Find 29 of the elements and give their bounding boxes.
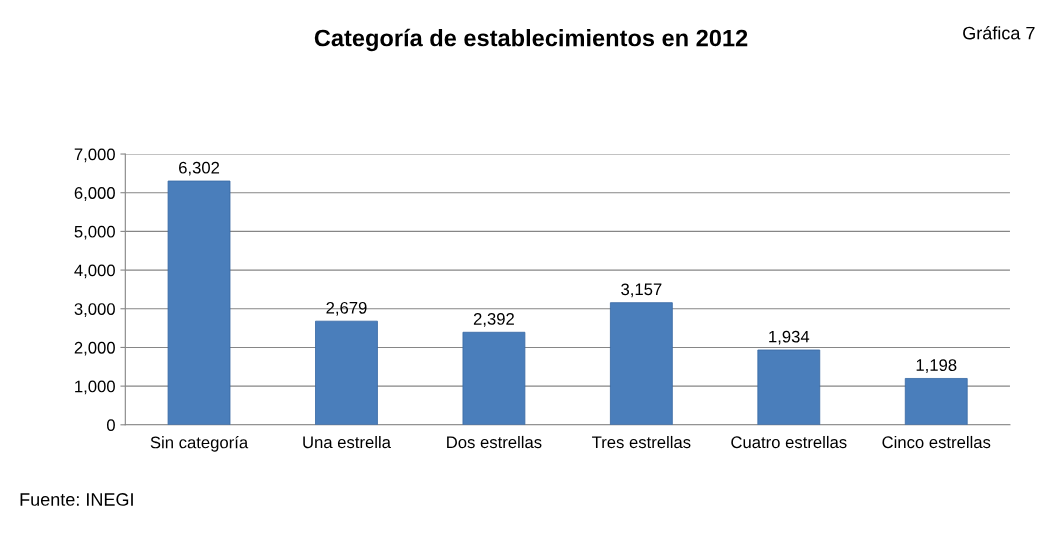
x-tick-label: Cuatro estrellas bbox=[731, 435, 847, 449]
chart-title: Categoría de establecimientos en 2012 bbox=[314, 28, 748, 52]
y-tick-label: 3,000 bbox=[74, 303, 115, 317]
x-tick-label: Tres estrellas bbox=[592, 435, 691, 449]
y-tick-label: 0 bbox=[106, 419, 115, 431]
data-label: 1,934 bbox=[769, 330, 810, 345]
source-note: Fuente: INEGI bbox=[20, 493, 133, 506]
x-tick-label: Sin categoría bbox=[150, 435, 249, 452]
x-tick-label: Cinco estrellas bbox=[882, 435, 991, 449]
data-label: 1,198 bbox=[916, 359, 957, 373]
bar bbox=[167, 180, 231, 425]
y-tick-label: 1,000 bbox=[75, 380, 115, 395]
data-label: 2,679 bbox=[326, 301, 367, 316]
y-tick-label: 2,000 bbox=[74, 341, 115, 356]
data-label: 6,302 bbox=[179, 161, 220, 176]
bar bbox=[757, 349, 821, 425]
data-label: 3,157 bbox=[621, 283, 662, 298]
y-tick-label: 6,000 bbox=[74, 187, 115, 201]
data-label: 2,392 bbox=[473, 313, 514, 327]
y-tick-label: 7,000 bbox=[74, 148, 115, 163]
y-tick-label: 4,000 bbox=[74, 264, 115, 279]
x-tick-label: Una estrella bbox=[303, 435, 391, 449]
bar bbox=[609, 302, 673, 425]
bar bbox=[904, 378, 968, 425]
x-tick-label: Dos estrellas bbox=[447, 435, 542, 449]
text: Gráfica 7 bbox=[963, 26, 1035, 40]
bar bbox=[462, 331, 526, 425]
bar bbox=[315, 320, 378, 425]
y-tick-label: 5,000 bbox=[74, 225, 115, 240]
